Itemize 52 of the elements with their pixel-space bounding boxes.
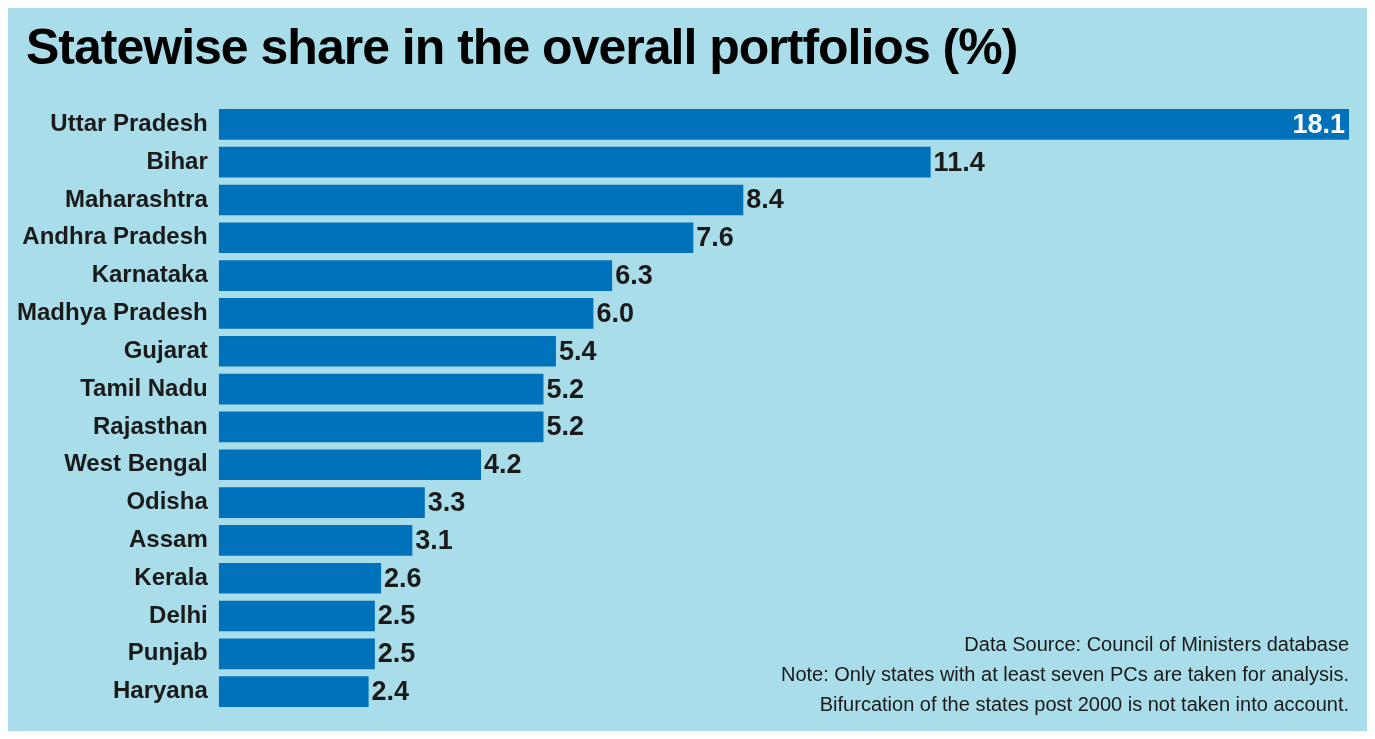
data-label: 6.0 [596, 297, 634, 328]
y-tick-label: Bihar [146, 146, 208, 174]
y-tick-label: Maharashtra [65, 184, 209, 212]
y-tick-label: Tamil Nadu [80, 373, 208, 401]
data-label: 5.4 [558, 335, 597, 366]
bar [218, 449, 482, 481]
y-tick-label: Rajasthan [93, 411, 208, 439]
bar [218, 298, 594, 329]
data-label: 3.1 [415, 524, 453, 555]
bar [218, 184, 744, 216]
bar [218, 487, 425, 518]
data-label: 8.4 [746, 184, 784, 215]
y-tick-label: Punjab [127, 638, 208, 666]
y-tick-label: Kerala [134, 562, 209, 590]
bar [218, 638, 375, 670]
bar [218, 335, 556, 367]
bar [218, 676, 369, 708]
y-tick-label: Assam [129, 525, 208, 553]
y-tick-label: Gujarat [123, 335, 208, 363]
chart-title: Statewise share in the overall portfolios (%) [26, 18, 1018, 76]
bar [218, 222, 694, 254]
y-tick-label: Karnataka [91, 260, 209, 288]
data-label: 2.4 [371, 676, 410, 707]
y-tick-label: Delhi [149, 600, 208, 628]
bar [218, 146, 931, 178]
y-tick-label: Haryana [113, 676, 209, 704]
data-label: 3.3 [427, 487, 466, 518]
bar [218, 562, 382, 594]
bar [218, 525, 413, 556]
bar [218, 373, 544, 405]
bar [218, 411, 544, 443]
data-label: 7.6 [696, 222, 734, 253]
y-tick-label: Madhya Pradesh [17, 298, 208, 326]
bar [218, 108, 1349, 140]
annotation: Note: Only states with at least seven PCs are taken for analysis. [780, 662, 1349, 687]
y-tick-label: Andhra Pradesh [22, 222, 208, 250]
y-tick-label: Odisha [126, 487, 209, 515]
data-label: 6.3 [615, 260, 653, 291]
data-label: 5.2 [546, 411, 584, 442]
bar [218, 600, 375, 632]
data-label: 11.4 [933, 146, 985, 177]
data-label: 2.5 [377, 600, 416, 631]
data-label: 18.1 [1292, 108, 1345, 139]
data-label: 5.2 [546, 373, 584, 404]
y-tick-label: Uttar Pradesh [50, 108, 208, 136]
annotation: Data Source: Council of Ministers database [963, 632, 1349, 657]
y-tick-label: West Bengal [64, 449, 208, 477]
data-label: 2.6 [384, 562, 422, 593]
data-label: 4.2 [484, 449, 522, 480]
data-label: 2.5 [377, 638, 416, 669]
bar [218, 260, 613, 291]
annotation: Bifurcation of the states post 2000 is not taken into account. [818, 692, 1349, 717]
